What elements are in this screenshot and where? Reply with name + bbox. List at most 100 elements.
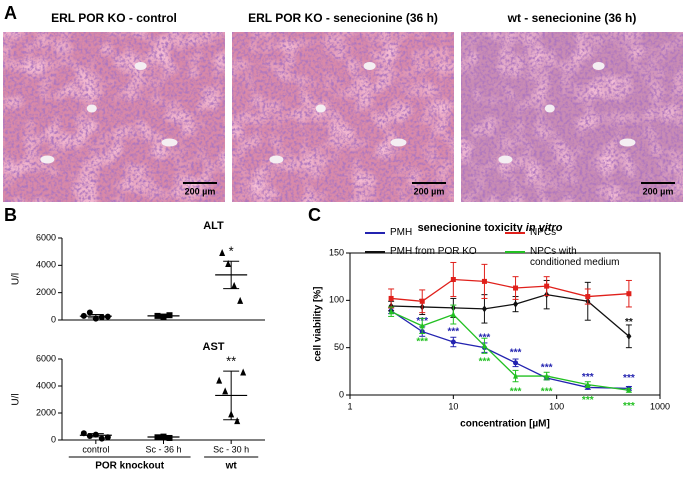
x-tick-label: 1 [347,401,352,411]
y-tick-label: 6000 [36,232,56,242]
data-point [388,308,394,315]
data-point [585,381,591,388]
image-title: ERL POR KO - control [51,11,177,25]
vessel [390,138,407,147]
vessel [86,104,97,113]
data-point [237,296,244,304]
panel-label: C [308,205,321,225]
data-point [222,387,229,395]
data-point [585,294,591,300]
panel-label: B [4,205,17,225]
y-tick-label: 2000 [36,407,56,417]
series-line [390,310,629,390]
y-tick-label: 4000 [36,380,56,390]
data-point [450,277,456,283]
series-line [391,293,630,337]
data-point [234,417,241,425]
significance: *** [479,356,491,367]
legend-label: NPCs [530,227,557,238]
group-label: POR knockout [95,461,165,472]
scale-bar-label: 200 µm [185,186,216,196]
data-point [92,315,99,322]
data-point [450,339,456,345]
y-tick-label: 100 [329,295,344,305]
legend-swatch [505,251,525,253]
y-axis-label: cell viability [%] [313,286,324,361]
data-point [240,368,247,376]
x-tick-label: 1000 [650,401,670,411]
series-line [391,278,629,302]
data-point [388,295,394,301]
y-tick-label: 150 [329,247,344,257]
legend-swatch [505,232,525,234]
vessel [592,62,605,70]
y-tick-label: 0 [339,389,344,399]
x-tick-label: Sc - 30 h [213,444,249,454]
plot-frame [349,252,661,396]
data-point [450,311,456,318]
legend-item: PMH [365,227,495,238]
data-point [86,432,93,439]
x-tick-label: 100 [549,401,564,411]
significance: *** [416,337,428,348]
vessel [134,62,147,70]
vessel [619,138,636,147]
x-tick-label: control [82,444,109,454]
legend-swatch [365,251,385,253]
histology-texture [3,32,225,202]
chart-title: senecionine toxicity in vitro [418,222,563,234]
image-title: wt - senecionine (36 h) [507,11,637,25]
vessel [544,104,555,113]
legend-label: PMH [390,227,413,238]
title-text: senecionine toxicity [418,222,526,234]
scale-bar-label: 200 µm [643,186,674,196]
data-point [98,314,105,321]
y-axis-label: U/l [11,273,22,285]
panel-label: A [4,3,17,23]
data-point [513,372,519,379]
vessel [498,155,513,164]
data-point [216,376,223,384]
data-point [419,322,425,329]
significance: *** [510,347,522,358]
vessel [161,138,178,147]
vessel [315,104,326,113]
chart-title: AST [203,341,225,353]
significance: *** [623,401,635,412]
data-point [626,291,632,297]
image-title: ERL POR KO - senecionine (36 h) [248,11,438,25]
significance: *** [510,387,522,398]
data-point [544,283,550,289]
data-point [513,300,519,308]
y-tick-label: 0 [51,314,56,324]
chart-title: ALT [203,220,224,232]
significance: ** [226,354,236,369]
x-axis-label: concentration [µM] [460,419,550,430]
data-point [513,360,519,366]
data-point [626,332,632,340]
vessel [363,62,376,70]
legend-item: PMH from POR KO [365,246,495,257]
group-label: wt [225,461,238,472]
histology-texture [232,32,454,202]
legend-item: NPCs with conditioned medium [505,246,635,268]
y-tick-label: 4000 [36,260,56,270]
significance: ** [625,317,633,328]
x-tick-label: 10 [448,401,458,411]
significance: *** [541,363,553,374]
data-point [481,278,487,284]
data-point [225,259,232,267]
data-point [513,285,519,291]
y-tick-label: 0 [51,434,56,444]
x-tick-label: Sc - 36 h [145,444,181,454]
data-point [481,342,487,349]
data-point [626,386,632,393]
histology-texture [461,32,683,202]
data-point [231,281,238,289]
significance: *** [582,372,594,383]
legend-label: NPCs with conditioned medium [530,246,620,268]
significance: * [229,244,234,259]
data-point [219,249,226,257]
